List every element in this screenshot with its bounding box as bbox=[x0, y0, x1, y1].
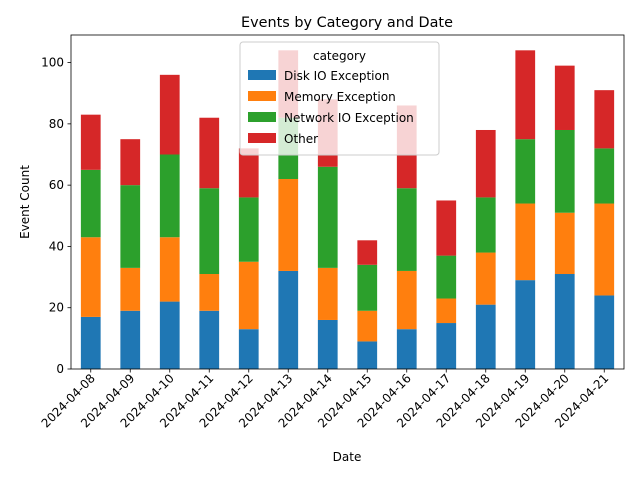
bar-segment bbox=[436, 323, 457, 369]
y-tick-label: 40 bbox=[49, 239, 64, 253]
bar-segment bbox=[238, 197, 259, 262]
bar-segment bbox=[159, 154, 180, 238]
legend-label: Memory Exception bbox=[284, 90, 396, 104]
bar-segment bbox=[199, 117, 220, 189]
bar-segment bbox=[199, 274, 220, 311]
legend-swatch bbox=[248, 70, 276, 80]
bar-segment bbox=[554, 65, 575, 130]
bar-segment bbox=[278, 179, 299, 271]
bar-segment bbox=[554, 129, 575, 213]
bar-segment bbox=[120, 310, 141, 369]
bar-segment bbox=[396, 270, 417, 330]
legend-swatch bbox=[248, 91, 276, 101]
legend-swatch bbox=[248, 112, 276, 122]
bar-segment bbox=[475, 197, 496, 253]
chart-title: Events by Category and Date bbox=[241, 15, 453, 31]
legend: category Disk IO Exception Memory Exceptio… bbox=[239, 41, 440, 156]
bar-segment bbox=[436, 298, 457, 324]
bar-segment bbox=[317, 166, 338, 268]
y-tick-label: 20 bbox=[49, 301, 64, 315]
bar-segment bbox=[554, 212, 575, 274]
y-tick-label: 60 bbox=[49, 178, 64, 192]
plot-frame bbox=[70, 34, 625, 370]
legend-label: Other bbox=[284, 132, 318, 146]
y-tick-label: 100 bbox=[41, 56, 64, 70]
bar-segment bbox=[238, 329, 259, 369]
bar-segment bbox=[80, 114, 101, 170]
bar-segment bbox=[120, 139, 141, 186]
bar-segment bbox=[317, 267, 338, 320]
bar-segment bbox=[436, 200, 457, 256]
bar-segment bbox=[278, 270, 299, 369]
bar-segment bbox=[594, 203, 615, 296]
bar-segment bbox=[357, 310, 378, 342]
bar-segment bbox=[357, 240, 378, 265]
bar-segment bbox=[238, 261, 259, 330]
bar-segment bbox=[594, 295, 615, 369]
bar-segment bbox=[120, 185, 141, 268]
bar-segment bbox=[515, 203, 536, 281]
bar-segment bbox=[515, 139, 536, 204]
x-axis-label: Date bbox=[333, 450, 362, 464]
bar-segment bbox=[159, 74, 180, 155]
bar-segment bbox=[238, 148, 259, 198]
bar-segment bbox=[199, 310, 220, 369]
bar-segment bbox=[80, 169, 101, 238]
legend-label: Network IO Exception bbox=[284, 111, 414, 125]
legend-title: category bbox=[313, 49, 366, 63]
bar-segment bbox=[159, 301, 180, 369]
legend-box bbox=[239, 41, 440, 156]
bar-segment bbox=[515, 50, 536, 140]
y-tick-label: 0 bbox=[56, 362, 64, 376]
bar-segment bbox=[554, 274, 575, 369]
bar-segment bbox=[475, 304, 496, 369]
bar-segment bbox=[80, 237, 101, 317]
bar-segment bbox=[436, 255, 457, 299]
bar-segment bbox=[120, 267, 141, 311]
bar-segment bbox=[357, 264, 378, 311]
bar-segment bbox=[396, 188, 417, 271]
bar-segment bbox=[159, 237, 180, 302]
bar-segment bbox=[594, 148, 615, 204]
bar-segment bbox=[475, 129, 496, 198]
bar-segment bbox=[396, 329, 417, 369]
legend-swatch bbox=[248, 133, 276, 143]
bar-segment bbox=[475, 252, 496, 305]
bar-segment bbox=[199, 188, 220, 275]
y-tick-label: 80 bbox=[49, 117, 64, 131]
y-axis-label: Event Count bbox=[18, 165, 32, 239]
bar-segment bbox=[317, 319, 338, 369]
bar-segment bbox=[357, 341, 378, 369]
bar-segment bbox=[594, 90, 615, 149]
bar-segment bbox=[515, 280, 536, 369]
bar-segment bbox=[80, 316, 101, 369]
legend-label: Disk IO Exception bbox=[284, 69, 389, 83]
